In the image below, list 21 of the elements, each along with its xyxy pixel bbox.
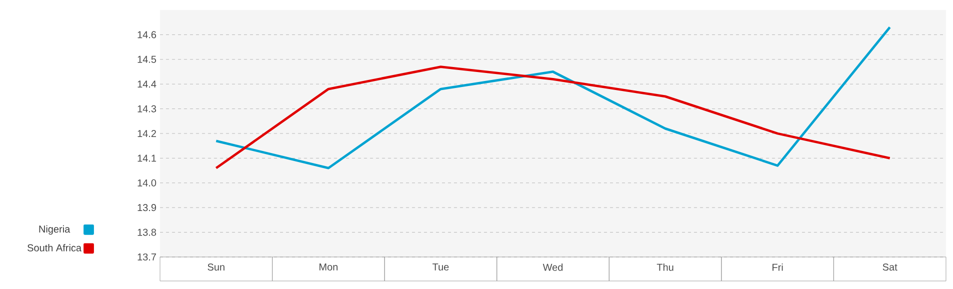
x-tick-label: Sat <box>882 264 898 271</box>
y-tick-label: 14.1 <box>138 154 156 162</box>
y-tick-label: 14.2 <box>138 130 156 137</box>
x-tick-label: Thu <box>656 264 674 271</box>
x-tick-label: Sun <box>208 264 224 271</box>
y-tick-label: 14.0 <box>138 179 156 186</box>
y-tick-label: 13.8 <box>138 228 156 236</box>
y-tick-label: 13.7 <box>138 253 156 261</box>
x-tick-label: Tue <box>432 264 449 270</box>
y-tick-label: 13.9 <box>138 204 156 212</box>
line-series <box>214 66 892 170</box>
x-tick-label: Mon <box>320 264 338 270</box>
y-tick-label: 14.3 <box>138 105 156 112</box>
y-tick-label: 14.4 <box>138 80 156 88</box>
y-tick-label: 14.5 <box>138 56 156 63</box>
legend-label: South Africa <box>28 244 82 252</box>
line-series <box>214 26 892 170</box>
legend-label: Nigeria <box>39 225 70 235</box>
x-tick-label: Wed <box>542 264 563 271</box>
x-tick-label: Fri <box>772 264 783 271</box>
y-tick-label: 14.6 <box>138 31 156 38</box>
